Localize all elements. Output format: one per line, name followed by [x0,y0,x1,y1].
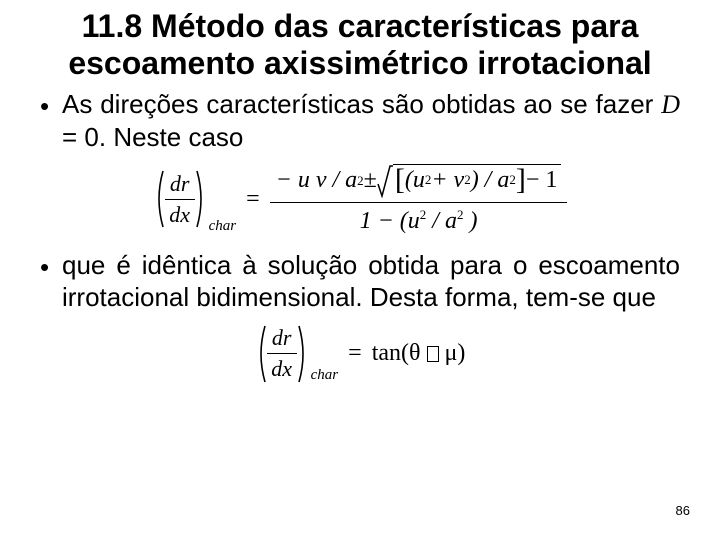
bullet-dot: • [40,249,62,284]
lbracket-icon: [ [395,167,405,193]
bullet-1: • As direções características são obtida… [40,88,680,154]
eq1-left-num: dr [170,171,190,197]
eq2-rhs: tan(θ μ) [372,340,466,367]
eq2-rhs-a: tan(θ [372,340,427,366]
eq1-rhs-num: − u v / a2 ± [ (u2 + v2 ) / a2 [270,164,568,200]
radical-icon [377,164,393,198]
eq1-equals: = [246,186,260,213]
eq1-left-frac: dr dx [165,171,195,228]
equation-1: dr dx char = − u v / a 2 ± [40,164,680,235]
eq1-rhs-den: 1 − (u2 / a2 ) [354,205,484,235]
lparen-icon [255,324,267,384]
unknown-glyph-icon [427,346,439,362]
eq1-sub: char [209,182,237,235]
bullet-2: • que é idêntica à solução obtida para o… [40,249,680,314]
eq1-left-den: dx [169,202,190,228]
bullet-dot: • [40,88,62,123]
eq1-den-s2: 2 [457,207,464,222]
page-number: 86 [676,503,690,518]
eq2-left-num: dr [272,325,292,351]
eq2-left-den: dx [271,356,292,382]
bullet1-post: . Neste caso [99,122,244,152]
eq1-sq-a: (u [405,167,425,194]
rbracket-icon: ] [516,167,526,193]
eq2-equals: = [348,340,362,367]
eq1-num-a: − u v / a [276,167,358,194]
eq1-sq-tail: − 1 [526,167,558,194]
bullet2-pre: que é idêntica à solução obtida para o e… [62,250,680,313]
eq1-sq-c: ) / a [471,167,510,194]
bullet1-pre: As direções características são obtidas … [62,89,661,119]
bullet-content: que é idêntica à solução obtida para o e… [62,249,680,314]
eq1-den-b: / a [432,208,457,234]
eq1-rhs-frac: − u v / a2 ± [ (u2 + v2 ) / a2 [270,164,568,235]
bullet1-eqzero: = 0 [62,122,99,152]
eq2-sub: char [311,331,339,384]
eq1-sq-b: + v [431,167,464,194]
eq2-rhs-b: μ) [439,340,466,366]
slide-title: 11.8 Método das características para esc… [40,8,680,82]
eq1-den-a: 1 − (u [360,208,420,234]
eq1-num-pm: ± [364,167,377,194]
bullet-content: As direções características são obtidas … [62,88,680,154]
eq2-left-frac: dr dx [267,325,297,382]
eq1-den-c: ) [469,208,477,234]
bullet1-var: D [661,90,680,119]
sqrt-icon: [ (u2 + v2 ) / a2 ] − 1 [377,164,562,198]
rparen-icon [195,169,207,229]
lparen-icon [153,169,165,229]
rparen-icon [297,324,309,384]
equation-2: dr dx char = tan(θ μ) [40,324,680,384]
eq1-den-s1: 2 [420,207,427,222]
